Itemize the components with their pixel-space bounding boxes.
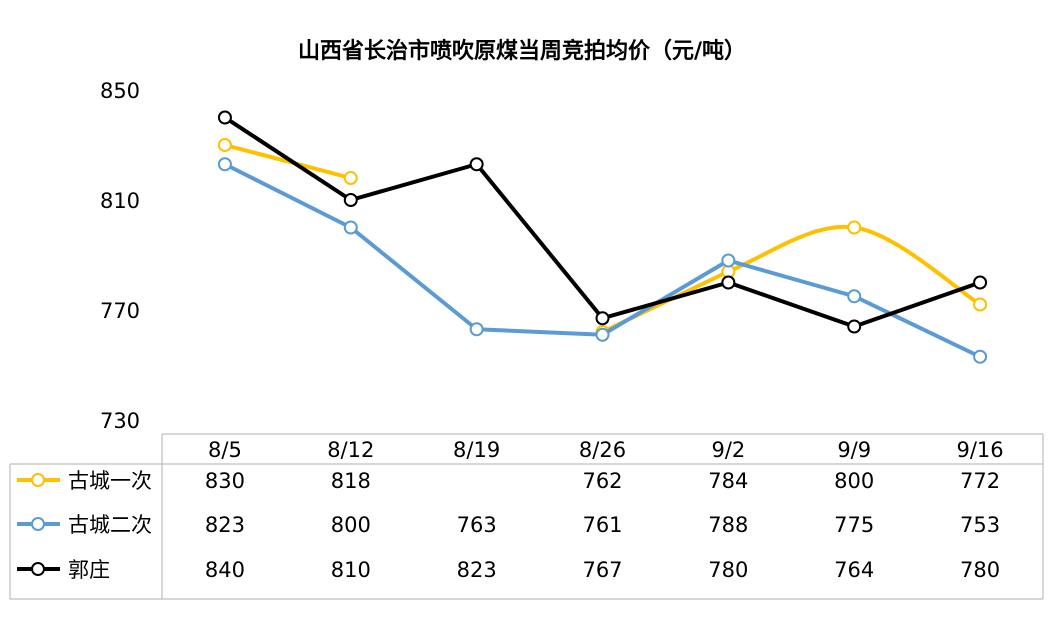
data-point	[847, 220, 862, 235]
data-label: 788	[708, 513, 748, 537]
data-label: 780	[960, 558, 1000, 582]
data-label: 753	[960, 513, 1000, 537]
x-tick-label: 8/5	[208, 438, 242, 462]
data-point	[217, 138, 232, 152]
data-point	[469, 157, 484, 172]
data-label: 761	[582, 513, 622, 537]
table-row: 古城一次 830 818 762 784 800 772	[17, 469, 1000, 493]
data-point	[847, 319, 862, 334]
data-point	[721, 275, 736, 290]
x-tick-label: 9/16	[956, 438, 1003, 462]
data-label: 772	[960, 469, 1000, 493]
table-row: 郭庄 840 810 823 767 780 764 780	[17, 558, 1000, 582]
legend-key-marker	[31, 473, 45, 487]
table-row: 古城二次 823 800 763 761 788 775 753	[17, 513, 1000, 537]
data-label: 840	[205, 558, 245, 582]
data-label: 763	[457, 513, 497, 537]
data-table: 8/5 8/12 8/19 8/26 9/2 9/9 9/16 古城一次 830 818 762 7…	[9, 433, 1044, 600]
legend-label: 古城二次	[68, 513, 152, 537]
data-point	[595, 327, 610, 342]
series-古城二次	[217, 157, 988, 364]
data-label: 823	[457, 558, 497, 582]
x-tick-label: 9/9	[837, 438, 871, 462]
legend-key-marker	[31, 562, 45, 576]
legend-label: 古城一次	[68, 469, 152, 493]
y-tick-label: 810	[100, 189, 140, 213]
data-point	[343, 220, 358, 235]
data-point	[217, 110, 232, 125]
data-label: 762	[582, 469, 622, 493]
x-tick-label: 8/19	[453, 438, 500, 462]
data-point	[343, 171, 358, 185]
data-point	[721, 253, 736, 268]
data-point	[469, 322, 484, 337]
series-古城一次	[217, 138, 988, 339]
data-label: 830	[205, 469, 245, 493]
data-point	[973, 349, 988, 364]
legend-key-marker	[31, 517, 45, 531]
y-tick-label: 730	[100, 409, 140, 433]
y-tick-label: 770	[100, 299, 140, 323]
series-line	[224, 143, 352, 180]
data-point	[343, 193, 358, 207]
y-tick-label: 850	[100, 79, 140, 103]
data-label: 780	[708, 558, 748, 582]
series-郭庄	[217, 110, 988, 334]
data-label: 764	[834, 558, 874, 582]
data-label: 810	[331, 558, 371, 582]
data-point	[847, 289, 862, 304]
x-tick-label: 9/2	[711, 438, 745, 462]
plot-area	[217, 110, 988, 364]
y-axis: 850 810 770 730	[100, 79, 140, 433]
data-label: 784	[708, 469, 748, 493]
x-tick-label: 8/26	[579, 438, 626, 462]
data-label: 775	[834, 513, 874, 537]
data-label: 823	[205, 513, 245, 537]
legend-label: 郭庄	[68, 558, 110, 582]
data-label: 800	[331, 513, 371, 537]
data-point	[973, 297, 988, 312]
x-tick-label: 8/12	[327, 438, 374, 462]
data-point	[217, 157, 232, 172]
data-label: 767	[582, 558, 622, 582]
chart-title: 山西省长治市喷吹原煤当周竞拍均价（元/吨）	[298, 38, 746, 64]
data-label: 818	[331, 469, 371, 493]
data-point	[973, 275, 988, 290]
data-label: 800	[834, 469, 874, 493]
data-point	[595, 311, 610, 326]
